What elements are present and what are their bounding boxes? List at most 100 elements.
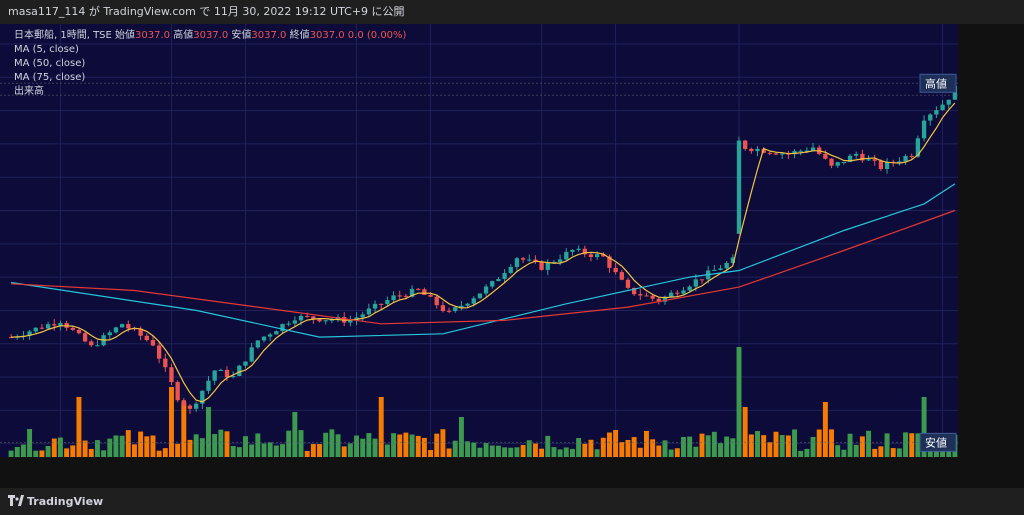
legend-volume[interactable]: 出来高 [14, 86, 44, 97]
candle-body [200, 390, 205, 404]
legend-ma5[interactable]: MA (5, close) [14, 44, 79, 55]
volume-bar [600, 437, 606, 457]
volume-bar [563, 447, 569, 457]
candle-body [305, 315, 310, 317]
ma5-line [11, 102, 956, 403]
candle-body [113, 327, 119, 333]
volume-bar [329, 429, 335, 457]
candle-body [163, 358, 168, 368]
candle-body [379, 303, 384, 305]
volume-bar [280, 444, 285, 457]
candle-body [465, 303, 470, 306]
volume-bar [391, 433, 397, 457]
price-chart[interactable]: 2500.02550.02600.02650.02700.02750.02800… [0, 24, 1024, 488]
candle-body [280, 324, 285, 332]
candle-body [884, 161, 890, 170]
volume-bar [458, 417, 464, 457]
volume-bar [724, 436, 730, 457]
volume-bar [341, 446, 347, 457]
candle-body [385, 300, 390, 305]
ma75-line [11, 209, 956, 325]
volume-bar [779, 435, 785, 457]
volume-bar [144, 436, 150, 457]
top-bar: masa117_114 が TradingView.com で 11月 30, … [0, 0, 1024, 24]
volume-bar [631, 437, 637, 457]
volume-bar [360, 438, 366, 457]
candle-body [348, 320, 353, 323]
candle-body [397, 295, 402, 297]
volume-bar [403, 432, 409, 457]
legend-ma50[interactable]: MA (50, close) [14, 58, 86, 69]
volume-bar [70, 445, 76, 457]
candle-body [693, 279, 698, 287]
candle-body [453, 307, 458, 312]
volume-bar [119, 435, 125, 457]
volume-bar [872, 448, 878, 457]
volume-bar [317, 444, 322, 457]
candle-body [780, 153, 785, 155]
volume-bar [619, 442, 625, 457]
volume-bar [502, 447, 508, 457]
candle-body [329, 319, 335, 321]
volume-bar [946, 448, 952, 457]
volume-bar [434, 433, 440, 457]
candle-body [187, 405, 193, 409]
candle-body [169, 367, 174, 383]
tradingview-logo-icon[interactable] [8, 495, 24, 510]
candle-body [743, 140, 748, 149]
candle-body [576, 248, 581, 250]
volume-bar [372, 438, 378, 457]
legend-low-label: 安値 [231, 30, 252, 41]
candle-body [792, 151, 797, 155]
candle-body [681, 290, 686, 294]
legend-high-value: 3037.0 [193, 30, 229, 41]
volume-bar [644, 430, 649, 457]
candle-body [255, 340, 260, 348]
volume-bar [107, 438, 113, 457]
candle-body [243, 361, 248, 366]
volume-bar [859, 436, 865, 457]
volume-bar [428, 450, 434, 457]
volume-bar [286, 430, 292, 457]
volume-bar [224, 431, 230, 457]
volume-bar [261, 443, 267, 457]
volume-bar [637, 447, 643, 457]
candle-body [872, 159, 877, 161]
candle-body [675, 292, 680, 294]
candle-body [45, 324, 51, 329]
candle-body [27, 331, 32, 336]
candle-body [551, 261, 557, 263]
candle-body [847, 155, 853, 163]
volume-bar [539, 448, 545, 457]
candle-body [687, 286, 692, 291]
candle-body [946, 99, 951, 105]
volume-bar [20, 444, 26, 457]
candle-body [107, 332, 112, 336]
tradingview-brand[interactable]: TradingView [27, 495, 104, 508]
candle-body [317, 319, 322, 322]
candle-body [940, 104, 945, 111]
candle-body [403, 295, 409, 297]
high-tag-label-box [919, 73, 957, 93]
volume-bar [57, 437, 63, 457]
plot-background [0, 24, 1024, 457]
candle-body [156, 345, 162, 359]
volume-bar [792, 429, 797, 457]
volume-bar [705, 435, 711, 457]
legend-symbol: 日本郵船, 1時間, TSE [14, 30, 112, 41]
candle-body [527, 259, 532, 261]
volume-bar [421, 437, 427, 457]
volume-bar [816, 429, 822, 457]
candle-body [477, 293, 483, 299]
legend-ma75[interactable]: MA (75, close) [14, 72, 86, 83]
volume-bar [767, 442, 773, 457]
volume-bar [508, 447, 514, 457]
candle-body [749, 148, 754, 152]
volume-bar [397, 434, 403, 457]
volume-bar [613, 430, 619, 457]
volume-bar [915, 433, 921, 457]
volume-bar [14, 446, 20, 457]
volume-bar [354, 435, 360, 457]
candle-body [952, 85, 958, 100]
candle-body [520, 258, 526, 260]
